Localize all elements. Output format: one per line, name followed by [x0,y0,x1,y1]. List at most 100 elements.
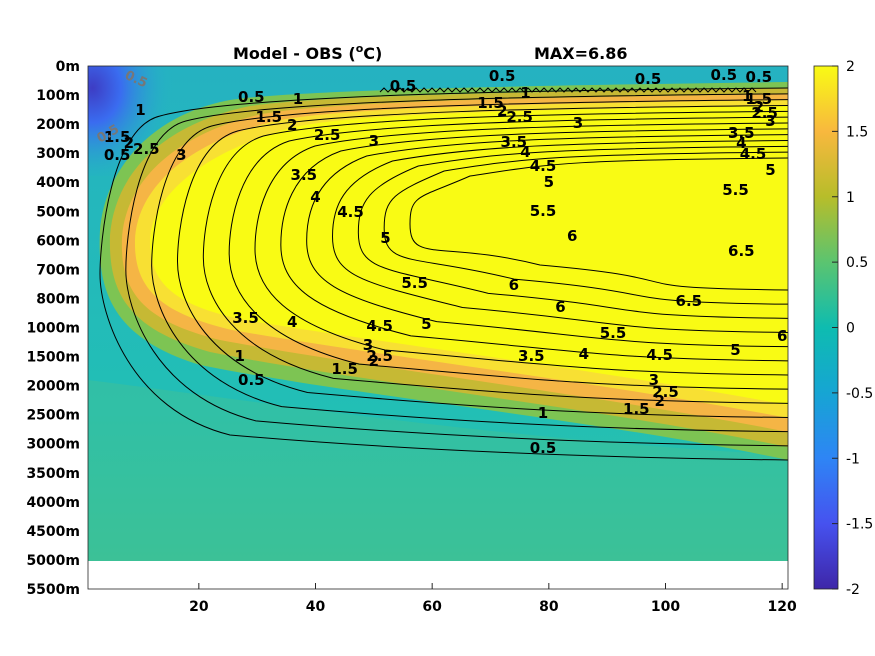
contour-label: 1 [742,87,752,105]
contour-line [202,110,788,404]
contour-label: 5 [380,229,390,247]
contour-label: 6 [777,327,787,345]
y-axis: 0m 100m 200m 300m 400m 500m 600m 700m 800m 1000m 1… [26,59,80,598]
y-tick-label: 300m [36,146,80,162]
x-tick-label: 40 [306,599,326,615]
contour-label: 2 [124,134,134,152]
contour-label: 2 [287,116,297,134]
contour-label: 0.5 [489,67,516,85]
lower-anomaly-band [88,380,788,561]
contour-label: 3 [176,146,186,164]
y-tick-label: 1000m [26,321,80,337]
title-unit: C) [363,44,382,63]
contour-line [254,122,788,376]
contour-label: 6.5 [728,242,755,260]
contour-label: 1 [538,404,548,422]
contour-label: 3 [363,336,373,354]
x-tick-label: 80 [539,599,559,615]
x-tick-label: 20 [189,599,209,615]
contour-label: 2 [754,98,764,116]
contour-label: 0.5 [711,66,738,84]
plot-area [88,66,788,561]
contour-label: 0.5 [530,439,557,457]
contour-label: 1.5 [623,400,650,418]
band-core [150,106,788,405]
y-tick-label: 800m [36,291,80,307]
contour-line [228,116,788,390]
contour-label: 2 [369,352,379,370]
y-tick-label: 200m [36,117,80,133]
contour-label: 0.5 [238,371,265,389]
contour-label: 2.5 [652,383,679,401]
y-tick-label: 2500m [26,408,80,424]
contour-label: 0.5 [238,88,265,106]
y-tick-label: 4000m [26,495,80,511]
colorbar-tick-label: -0.5 [846,386,873,402]
contour-label: 1 [293,90,303,108]
colorbar-tick-label: 1.5 [846,124,868,140]
contour-label: 0.5 [746,68,773,86]
y-tick-label: 5000m [26,553,80,569]
contour-label: 5 [765,161,775,179]
colorbar-tick-label: 2 [846,59,855,75]
chart-title: Model - OBS (oC) [233,42,382,63]
x-tick-label: 100 [651,599,680,615]
contour-label: 0.5 [635,70,662,88]
contour-label: 4.5 [646,346,673,364]
colorbar-tick-label: -2 [846,582,860,598]
colorbar-tick-label: 0.5 [846,255,868,271]
y-tick-label: 4500m [26,524,80,540]
contour-label: 3 [369,132,379,150]
contour-label: 4.5 [740,145,767,163]
contour-label: 4.5 [366,317,393,335]
plot-frame [87,65,789,590]
contour-label: 2 [654,392,664,410]
title-superscript: o [356,42,364,55]
contour-label: 1 [520,84,530,102]
contour-label: 0.5 [390,77,417,95]
contour-label: 5.5 [530,202,557,220]
contour-label: 3 [573,114,583,132]
contour-line [280,128,788,362]
contour-label: 5 [730,341,740,359]
contour-label: 3 [765,112,775,130]
contour-label: 0.5 [104,146,131,164]
colorbar-tick-label: 0 [846,321,855,337]
contour-label: 3.5 [291,166,318,184]
colorbar-tick-label: 1 [846,190,855,206]
colorbar-tick-label: -1 [846,451,860,467]
contour-line [383,151,788,305]
contour-label: 1.5 [331,360,358,378]
contour-label: 2.5 [314,126,341,144]
contour-label: 1.5 [104,128,131,146]
contour-label: 5 [421,315,431,333]
contour-label: 2.5 [751,104,778,122]
contour-label: 1 [234,347,244,365]
contour-lines [99,87,788,461]
contour-line [151,99,788,433]
colorbar-tick-label: -1.5 [846,517,873,533]
contour-label: 1 [135,101,145,119]
contour-label: 4 [736,134,746,152]
max-label: MAX=6.86 [534,44,628,63]
y-tick-label: 700m [36,262,80,278]
contour-line [409,157,788,291]
contour-label: 4.5 [530,157,557,175]
contour-label: 1.5 [256,108,283,126]
y-tick-label: 3500m [26,466,80,482]
contour-label: 3.5 [232,309,259,327]
colorbar-ticks: 2 1.5 1 0.5 0 -0.5 -1 -1.5 -2 [832,59,873,598]
surface-contour-0p5 [379,87,757,93]
contour-label: 2.5 [133,140,160,158]
contour-line [176,105,788,418]
contour-label: 5.5 [722,181,749,199]
no-data-area [88,561,788,589]
contour-label: 2.5 [366,347,393,365]
contour-line [125,93,788,447]
contour-label: 1.5 [746,90,773,108]
y-tick-label: 500m [36,204,80,220]
y-tick-label: 400m [36,175,80,191]
contour-label: 2 [497,102,507,120]
y-tick-label: 5500m [26,582,80,598]
